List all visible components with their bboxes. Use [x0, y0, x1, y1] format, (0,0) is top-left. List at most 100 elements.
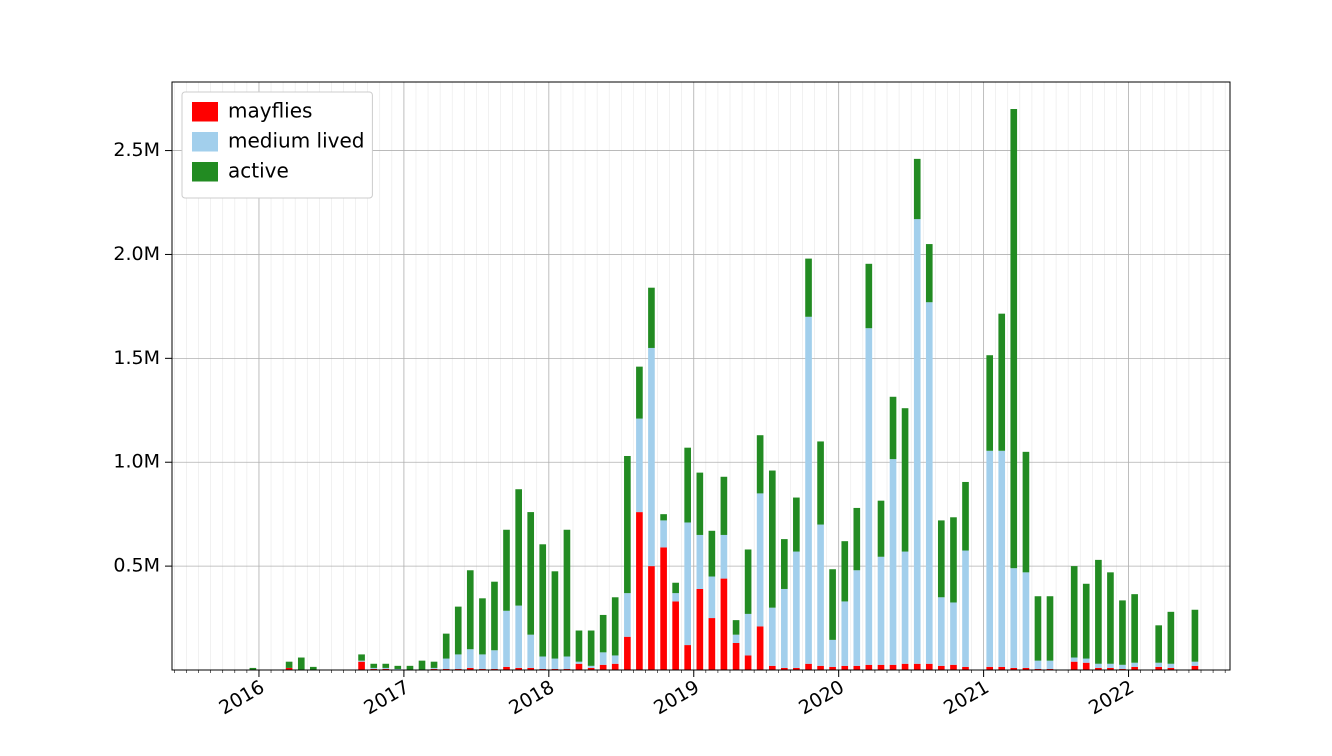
bar-medium_lived — [588, 666, 595, 668]
bar-active — [660, 514, 667, 520]
y-tick-label: 0.5M — [113, 555, 160, 577]
bar-mayflies — [950, 665, 957, 670]
bar-medium_lived — [1168, 664, 1175, 668]
bar-medium_lived — [455, 654, 462, 669]
bar-active — [914, 159, 921, 219]
legend: mayfliesmedium livedactive — [182, 92, 372, 198]
bar-active — [407, 666, 414, 670]
legend-swatch — [192, 132, 218, 152]
bar-medium_lived — [576, 662, 583, 664]
bar-active — [829, 569, 836, 640]
bar-active — [733, 620, 740, 635]
bar-active — [986, 355, 993, 451]
bar-medium_lived — [805, 317, 812, 664]
bar-medium_lived — [721, 535, 728, 579]
bar-mayflies — [697, 589, 704, 670]
bar-active — [455, 607, 462, 655]
bar-medium_lived — [539, 656, 546, 668]
bar-active — [467, 570, 474, 649]
bar-active — [1095, 560, 1102, 664]
bar-mayflies — [1192, 666, 1199, 670]
bar-active — [370, 664, 377, 668]
bar-active — [745, 549, 752, 613]
bar-medium_lived — [1107, 664, 1114, 668]
bar-active — [1023, 452, 1030, 573]
x-tick-label: 2019 — [650, 676, 703, 719]
bar-active — [648, 288, 655, 348]
bar-mayflies — [636, 512, 643, 670]
bar-mayflies — [721, 579, 728, 670]
x-tick-label: 2021 — [940, 676, 993, 719]
bar-medium_lived — [564, 656, 571, 668]
bar-mayflies — [660, 547, 667, 670]
y-tick-label: 2.0M — [113, 243, 160, 265]
bar-active — [1071, 566, 1078, 657]
bar-active — [443, 634, 450, 659]
bar-medium_lived — [491, 650, 498, 669]
bar-active — [1035, 596, 1042, 660]
bar-active — [382, 664, 389, 668]
bar-medium_lived — [624, 593, 631, 637]
bar-medium_lived — [878, 557, 885, 665]
bar-medium_lived — [962, 551, 969, 667]
bar-medium_lived — [1083, 659, 1090, 663]
bar-medium_lived — [431, 668, 438, 669]
bar-active — [793, 498, 800, 552]
bar-active — [890, 397, 897, 459]
bar-mayflies — [745, 655, 752, 670]
bar-active — [539, 544, 546, 656]
bar-active — [527, 512, 534, 635]
bar-active — [419, 661, 426, 670]
x-tick-label: 2017 — [360, 676, 413, 719]
bar-medium_lived — [1095, 664, 1102, 668]
bar-mayflies — [358, 662, 365, 670]
bar-active — [853, 508, 860, 570]
bar-medium_lived — [781, 589, 788, 668]
bar-active — [600, 615, 607, 652]
bar-medium_lived — [672, 593, 679, 601]
bar-medium_lived — [479, 654, 486, 669]
bar-medium_lived — [998, 451, 1005, 667]
bar-medium_lived — [382, 668, 389, 669]
bar-mayflies — [757, 626, 764, 670]
bar-active — [431, 662, 438, 668]
y-tick-label: 1.5M — [113, 347, 160, 369]
bar-medium_lived — [950, 602, 957, 664]
bar-mayflies — [648, 566, 655, 670]
bar-active — [805, 259, 812, 317]
bar-mayflies — [600, 665, 607, 670]
legend-label: medium lived — [228, 128, 365, 152]
x-tick-label: 2022 — [1085, 676, 1138, 719]
bar-mayflies — [914, 664, 921, 670]
x-tick-label: 2020 — [795, 676, 848, 719]
bar-medium_lived — [600, 652, 607, 664]
bar-active — [515, 489, 522, 605]
bar-active — [1168, 612, 1175, 664]
bar-medium_lived — [697, 535, 704, 589]
bar-active — [1010, 109, 1017, 568]
bar-active — [998, 314, 1005, 451]
bar-active — [479, 598, 486, 654]
bar-medium_lived — [890, 459, 897, 665]
x-tick-label: 2018 — [505, 676, 558, 719]
bar-mayflies — [890, 665, 897, 670]
bar-medium_lived — [636, 419, 643, 512]
bar-medium_lived — [769, 608, 776, 666]
bar-medium_lived — [841, 601, 848, 665]
bar-mayflies — [805, 664, 812, 670]
bar-active — [624, 456, 631, 593]
bar-medium_lived — [612, 655, 619, 663]
bar-active — [286, 662, 293, 668]
bar-medium_lived — [986, 451, 993, 667]
bar-mayflies — [684, 645, 691, 670]
bar-medium_lived — [358, 661, 365, 662]
bar-active — [781, 539, 788, 589]
bar-mayflies — [938, 666, 945, 670]
bar-active — [684, 448, 691, 523]
bar-active — [962, 482, 969, 551]
bar-medium_lived — [648, 348, 655, 566]
legend-swatch — [192, 162, 218, 182]
bar-active — [636, 367, 643, 419]
bar-medium_lived — [902, 552, 909, 664]
bar-active — [769, 471, 776, 608]
